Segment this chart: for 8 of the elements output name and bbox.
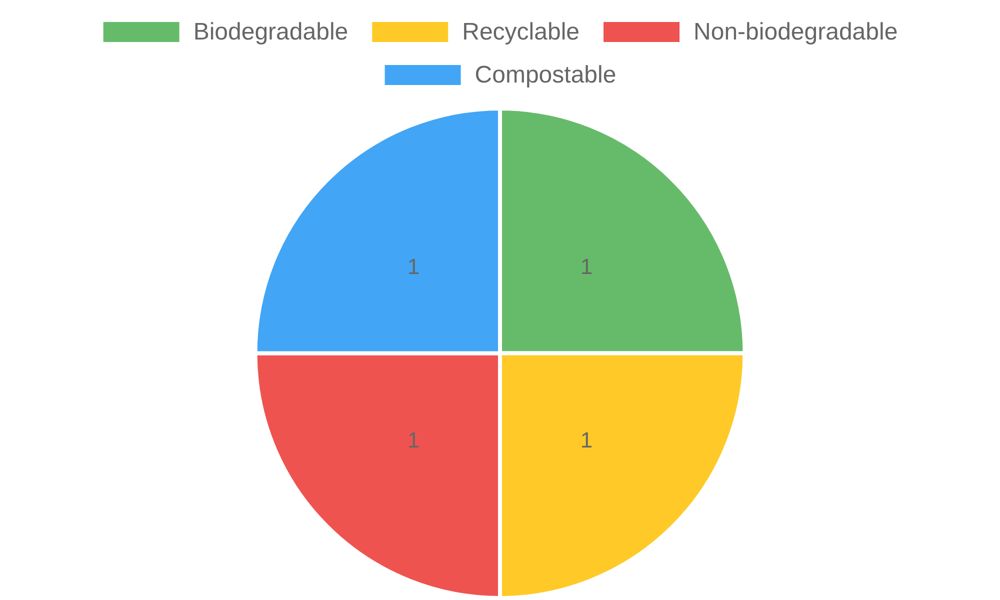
data-label: 1 bbox=[580, 254, 593, 280]
legend-label: Biodegradable bbox=[193, 18, 348, 46]
legend-label: Recyclable bbox=[462, 18, 580, 46]
legend-label: Non-biodegradable bbox=[694, 18, 898, 46]
data-label: 1 bbox=[407, 254, 420, 280]
data-label: 1 bbox=[580, 427, 593, 452]
data-label: 1 bbox=[407, 427, 420, 452]
legend-label: Compostable bbox=[474, 62, 616, 88]
